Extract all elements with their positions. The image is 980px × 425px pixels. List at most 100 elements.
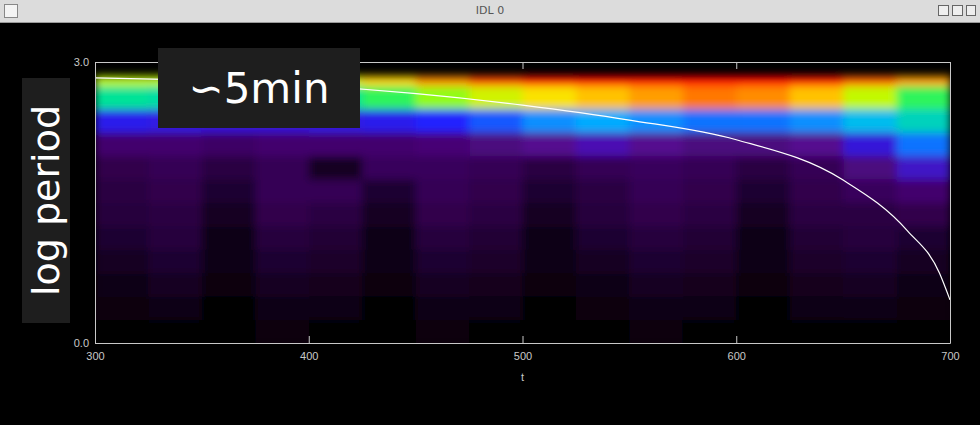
heat-cell xyxy=(843,320,897,343)
heat-cell xyxy=(416,273,470,297)
heat-cell xyxy=(897,132,950,156)
heat-cell xyxy=(469,109,523,133)
heat-cell xyxy=(576,249,630,273)
heat-cell xyxy=(148,296,202,320)
heat-cell xyxy=(790,132,844,156)
heat-cell xyxy=(629,320,683,343)
close-button[interactable] xyxy=(966,5,976,16)
x-axis: 300400500600700 xyxy=(86,336,959,362)
heat-cell xyxy=(202,203,256,227)
tick-label: 400 xyxy=(300,350,318,362)
heat-cell xyxy=(148,320,202,343)
axis-line xyxy=(96,343,951,344)
heat-cell xyxy=(683,76,737,86)
heat-cell xyxy=(523,132,577,156)
heat-cell xyxy=(897,109,950,133)
heat-cell xyxy=(95,85,149,109)
heat-cell xyxy=(683,179,737,203)
tick-mark xyxy=(943,343,950,344)
heat-cell xyxy=(629,273,683,297)
heat-cell xyxy=(416,156,470,180)
heat-cell xyxy=(148,132,202,156)
heat-cell xyxy=(576,226,630,250)
heat-cell xyxy=(148,249,202,273)
heat-cell xyxy=(523,203,577,227)
tick-mark xyxy=(943,62,950,63)
tick-mark xyxy=(736,336,737,343)
heat-cell xyxy=(416,320,470,343)
heat-cell xyxy=(416,132,470,156)
heat-cell xyxy=(202,249,256,273)
heat-cell xyxy=(523,76,577,86)
heat-cell xyxy=(683,156,737,180)
annotation-box: ∽5min xyxy=(158,48,360,128)
heat-cell xyxy=(683,296,737,320)
heat-cell xyxy=(469,203,523,227)
heat-cell xyxy=(362,296,416,320)
tick: 500 xyxy=(514,336,532,362)
heat-cell xyxy=(523,273,577,297)
axis-line xyxy=(950,63,951,344)
heat-cell xyxy=(843,109,897,133)
heat-cell xyxy=(576,85,630,109)
heat-cell xyxy=(576,296,630,320)
tick xyxy=(736,62,737,69)
heat-cell xyxy=(683,273,737,297)
heat-cell xyxy=(843,249,897,273)
tick-label: 3.0 xyxy=(74,56,89,68)
heat-cell xyxy=(148,226,202,250)
heat-cell xyxy=(843,203,897,227)
maximize-button[interactable] xyxy=(952,5,963,16)
tick xyxy=(943,62,950,63)
heat-cell xyxy=(790,320,844,343)
heat-cell xyxy=(736,273,790,297)
heat-cell xyxy=(629,76,683,86)
heat-cell xyxy=(255,179,309,203)
heat-cell xyxy=(843,273,897,297)
heat-cell xyxy=(523,226,577,250)
heat-cell xyxy=(576,273,630,297)
heat-cell xyxy=(843,156,897,180)
background xyxy=(0,23,980,425)
heat-cell xyxy=(843,85,897,109)
annotation: ∽5min xyxy=(188,64,329,113)
heat-cell xyxy=(95,320,149,343)
heat-cell xyxy=(576,320,630,343)
heat-cell xyxy=(897,85,950,109)
tick-label: 600 xyxy=(728,350,746,362)
heat-cell xyxy=(897,76,950,86)
title-bar: IDL 0 xyxy=(0,0,980,23)
heat-cell xyxy=(309,320,363,343)
tick-label: 700 xyxy=(941,350,959,362)
heat-cell xyxy=(416,85,470,109)
heat-cell xyxy=(362,156,416,180)
heat-cell xyxy=(843,76,897,86)
heat-cell xyxy=(416,296,470,320)
heat-cell xyxy=(309,179,363,203)
chart: 3004005006007000.03.0tlog period∽5min xyxy=(0,23,980,425)
heat-cell xyxy=(95,226,149,250)
y-axis-title-box: log period xyxy=(22,78,70,323)
heat-cell xyxy=(897,203,950,227)
heat-cell xyxy=(790,76,844,86)
tick: 3.0 xyxy=(74,56,102,68)
heat-cell xyxy=(469,179,523,203)
heat-cell xyxy=(790,203,844,227)
heat-cell xyxy=(469,296,523,320)
heat-cell xyxy=(309,156,363,180)
heat-cell xyxy=(362,203,416,227)
y-axis: 0.03.0 xyxy=(74,56,102,349)
heat-cell xyxy=(790,85,844,109)
heat-cell xyxy=(843,132,897,156)
heat-cell xyxy=(202,273,256,297)
heat-cell xyxy=(95,132,149,156)
heat-cell xyxy=(736,226,790,250)
heat-cell xyxy=(683,203,737,227)
heat-cell xyxy=(148,273,202,297)
heat-cell xyxy=(362,85,416,109)
heat-cell xyxy=(362,179,416,203)
heat-cell xyxy=(255,320,309,343)
minimize-button[interactable] xyxy=(938,5,949,16)
heat-cell xyxy=(362,76,416,86)
heat-cell xyxy=(416,249,470,273)
